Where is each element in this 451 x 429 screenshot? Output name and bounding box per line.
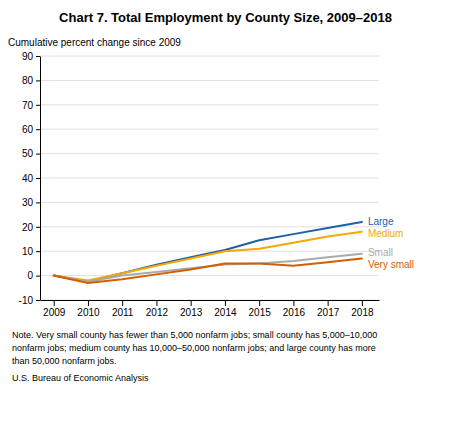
y-tick-mark [36, 56, 40, 57]
x-axis-line [41, 300, 380, 301]
x-tick-mark [88, 300, 89, 306]
x-tick-mark [156, 300, 157, 306]
grid-line [40, 104, 379, 105]
x-tick-label: 2013 [180, 307, 203, 318]
x-tick: 2012 [146, 300, 169, 318]
y-tick-mark [36, 300, 40, 301]
grid-line [40, 56, 379, 57]
x-tick-mark [259, 300, 260, 306]
x-tick-mark [54, 300, 55, 306]
x-axis: 2009 2010 2011 2012 2013 2014 2015 2016 2017 2018 [41, 300, 380, 318]
x-tick-label: 2009 [43, 307, 66, 318]
note: nonfarm jobs; medium county has 10,000–5… [12, 343, 376, 353]
title: Chart 7. Total Employment by County Size… [59, 10, 392, 25]
series-line [54, 232, 362, 281]
series-label: Small [368, 247, 393, 258]
y-tick-label: 40 [22, 173, 34, 184]
x-tick-mark [362, 300, 363, 306]
y-axis-line [40, 57, 41, 301]
x-tick: 2017 [317, 300, 340, 318]
x-tick-label: 2017 [317, 307, 340, 318]
x-tick-mark [293, 300, 294, 306]
y-tick-mark [36, 227, 40, 228]
grid-line [40, 153, 379, 154]
y-tick-label: 90 [22, 51, 34, 62]
y-axis-title: Cumulative percent change since 2009 [8, 37, 181, 48]
y-tick-label: 10 [22, 246, 34, 257]
grid-line [40, 202, 379, 203]
x-tick: 2011 [112, 300, 134, 318]
note: Note. Very small county has fewer than 5… [12, 330, 377, 340]
series-label: Medium [368, 228, 404, 239]
y-tick: 70 [22, 100, 40, 111]
x-tick: 2010 [77, 300, 100, 318]
y-tick-mark [36, 276, 40, 277]
y-tick-label: 30 [22, 197, 34, 208]
series-labels: LargeMedium SmallVery small [368, 216, 414, 271]
y-tick: 0 [27, 270, 40, 281]
grid-line [40, 129, 379, 130]
x-tick-mark [225, 300, 226, 306]
notes: Note. Very small county has fewer than 5… [12, 330, 377, 366]
grid-line [40, 178, 379, 179]
y-tick: 40 [22, 173, 40, 184]
series-line [54, 254, 362, 282]
y-tick: 10 [22, 246, 40, 257]
x-tick-label: 2014 [214, 307, 237, 318]
x-tick: 2009 [43, 300, 66, 318]
y-tick: 80 [22, 75, 40, 86]
y-tick: 90 [22, 51, 40, 62]
x-tick-label: 2012 [146, 307, 169, 318]
series-label: Large [368, 216, 394, 227]
grid-line [40, 80, 379, 81]
note: than 50,000 nonfarm jobs. [12, 356, 117, 366]
y-tick-mark [36, 178, 40, 179]
x-tick-mark [328, 300, 329, 306]
y-tick-mark [36, 129, 40, 130]
y-tick: 60 [22, 124, 40, 135]
y-axis: -10 0 10 20 30 40 50 60 70 80 90 [19, 51, 41, 306]
y-tick: 20 [22, 222, 40, 233]
y-tick-mark [36, 251, 40, 252]
y-tick-label: -10 [19, 295, 34, 306]
lines [54, 222, 362, 283]
y-tick: -10 [19, 295, 40, 306]
x-tick: 2013 [180, 300, 203, 318]
x-tick-label: 2015 [249, 307, 272, 318]
x-tick-label: 2010 [77, 307, 100, 318]
x-tick: 2014 [214, 300, 237, 318]
grid-line [40, 251, 379, 252]
grid-line [40, 275, 379, 276]
x-tick-label: 2016 [283, 307, 306, 318]
series-line [54, 222, 362, 282]
y-tick: 50 [22, 148, 40, 159]
x-tick-mark [191, 300, 192, 306]
y-tick-mark [36, 105, 40, 106]
chart: Chart 7. Total Employment by County Size… [0, 0, 451, 429]
y-tick-label: 50 [22, 148, 34, 159]
x-tick-mark [122, 300, 123, 306]
y-tick-mark [36, 154, 40, 155]
x-tick: 2018 [351, 300, 374, 318]
grid [40, 56, 379, 300]
y-tick-label: 80 [22, 75, 34, 86]
y-tick-label: 60 [22, 124, 34, 135]
y-tick-mark [36, 80, 40, 81]
series-line [54, 259, 362, 283]
y-tick: 30 [22, 197, 40, 208]
x-tick-label: 2011 [112, 307, 134, 318]
y-tick-label: 20 [22, 222, 34, 233]
x-tick: 2016 [283, 300, 306, 318]
y-tick-mark [36, 202, 40, 203]
y-tick-label: 70 [22, 100, 34, 111]
x-tick: 2015 [249, 300, 272, 318]
source: U.S. Bureau of Economic Analysis [12, 373, 149, 383]
series-label: Very small [368, 259, 414, 270]
x-tick-label: 2018 [351, 307, 374, 318]
y-tick-label: 0 [27, 270, 33, 281]
